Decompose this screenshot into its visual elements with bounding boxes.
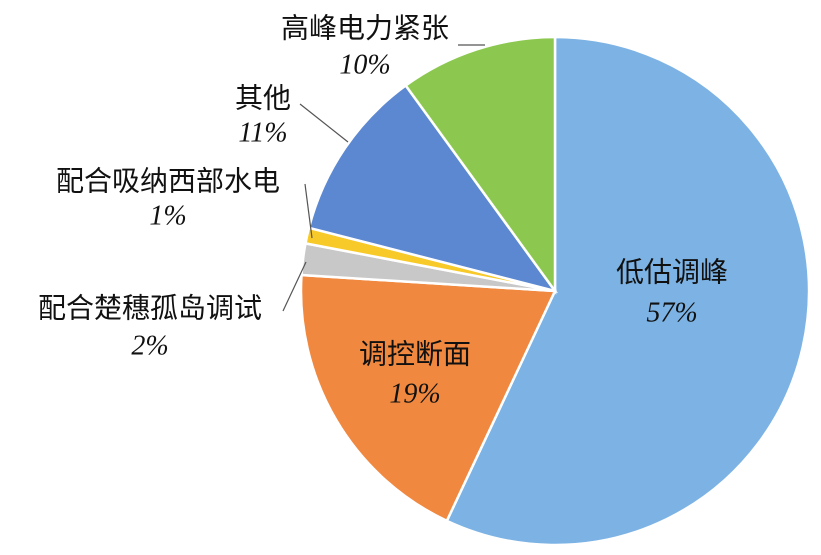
slice-label: 调控断面 [359, 338, 471, 370]
slice-value: 57% [646, 297, 697, 328]
leader-line [282, 261, 307, 312]
slice-value: 2% [131, 330, 168, 361]
slice-value: 1% [149, 200, 186, 231]
pie-slice [403, 35, 557, 295]
pie-slice [445, 35, 811, 547]
slice-label: 低估调峰 [616, 256, 728, 288]
slice-label: 其他 [235, 82, 291, 114]
slice-value: 11% [238, 117, 287, 148]
leader-line [299, 103, 349, 143]
slice-label: 配合吸纳西部水电 [56, 165, 280, 197]
pie-slice [299, 273, 557, 523]
pie-slice [307, 83, 559, 294]
slice-value: 10% [339, 49, 390, 80]
slice-label: 高峰电力紧张 [281, 12, 449, 44]
slice-value: 19% [389, 378, 440, 409]
leader-line [304, 183, 313, 239]
slice-label: 配合楚穗孤岛调试 [38, 292, 262, 324]
